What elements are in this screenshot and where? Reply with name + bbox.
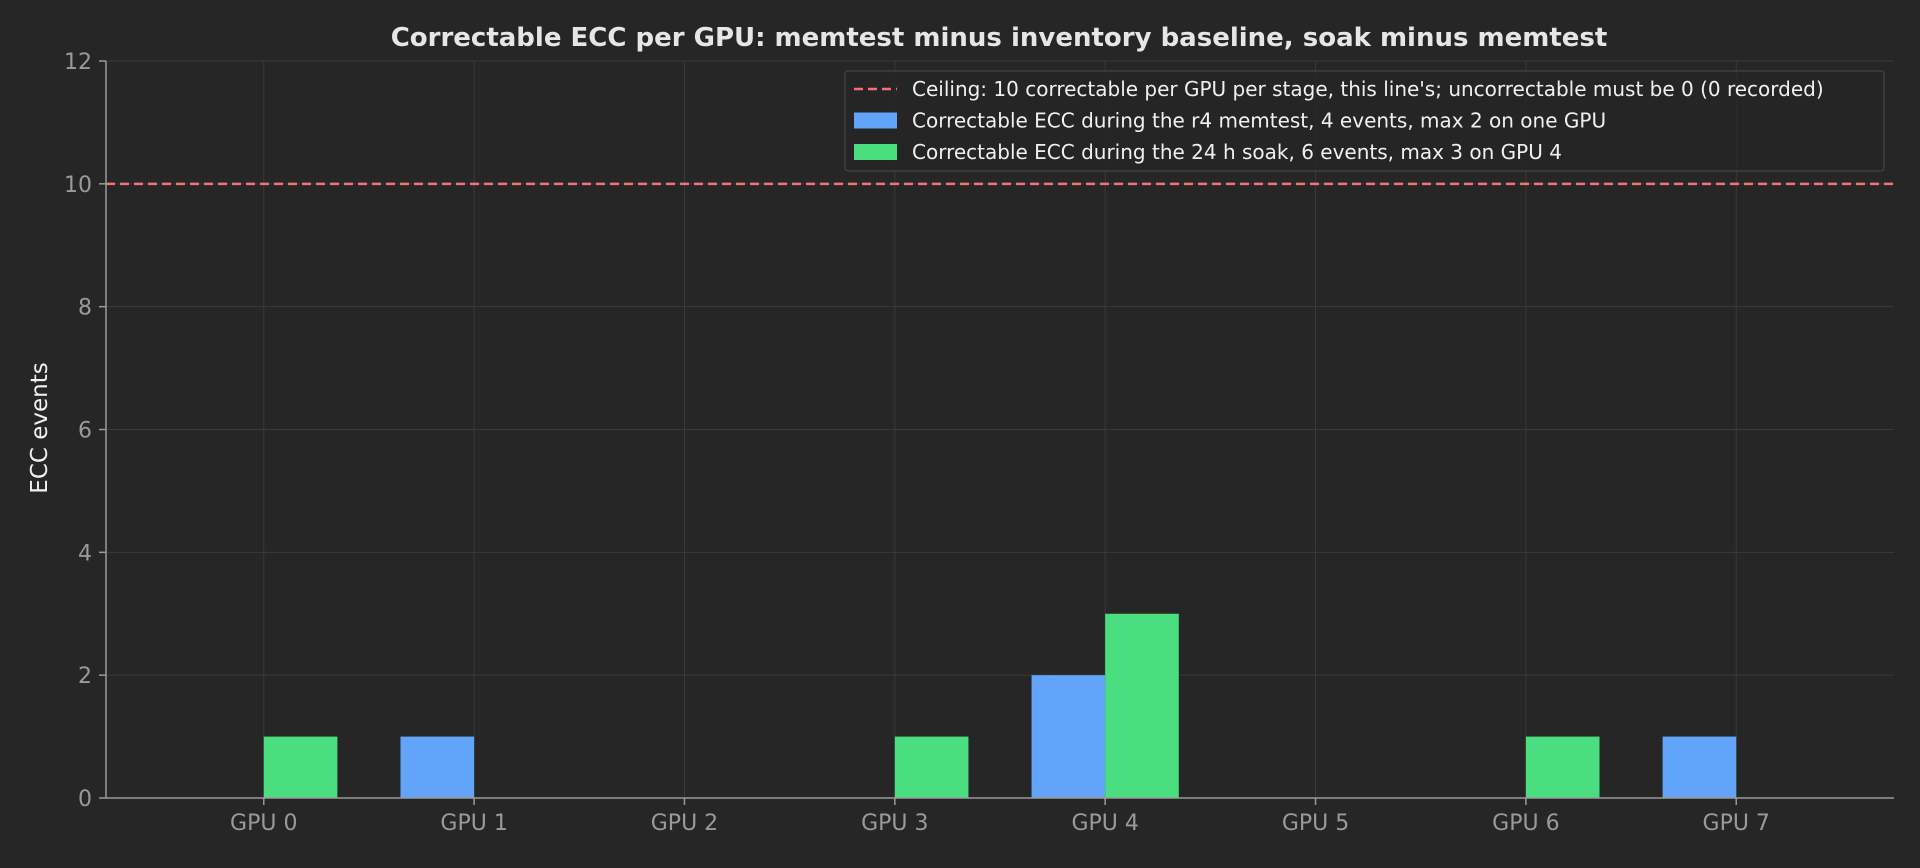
x-tick-label: GPU 3 bbox=[861, 811, 928, 836]
grid-lines bbox=[106, 60, 1894, 799]
x-tick-label: GPU 6 bbox=[1492, 811, 1559, 836]
bar-memtest-gpu-7 bbox=[1662, 736, 1737, 798]
x-tick-label: GPU 2 bbox=[651, 811, 718, 836]
y-tick-label: 8 bbox=[78, 296, 92, 321]
x-tick-label: GPU 4 bbox=[1071, 811, 1138, 836]
x-tick-label: GPU 7 bbox=[1703, 811, 1770, 836]
bar-soak-gpu-3 bbox=[894, 736, 969, 798]
y-tick-label: 10 bbox=[64, 173, 92, 198]
y-tick-label: 0 bbox=[78, 787, 92, 812]
x-tick-label: GPU 1 bbox=[440, 811, 507, 836]
y-axis-label: ECC events bbox=[27, 362, 53, 493]
legend-swatch bbox=[854, 112, 897, 129]
y-tick-label: 12 bbox=[64, 50, 92, 75]
bar-soak-gpu-0 bbox=[263, 736, 338, 798]
bar-soak-gpu-6 bbox=[1525, 736, 1600, 798]
legend: Ceiling: 10 correctable per GPU per stag… bbox=[844, 70, 1885, 172]
legend-entry-memtest: Correctable ECC during the r4 memtest, 4… bbox=[854, 109, 1606, 133]
x-tick-label: GPU 0 bbox=[230, 811, 297, 836]
legend-label: Correctable ECC during the 24 h soak, 6 … bbox=[912, 140, 1562, 164]
legend-label: Correctable ECC during the r4 memtest, 4… bbox=[912, 109, 1606, 133]
legend-entry-ceiling: Ceiling: 10 correctable per GPU per stag… bbox=[854, 77, 1824, 101]
bar-memtest-gpu-4 bbox=[1031, 675, 1106, 798]
legend-swatch bbox=[854, 144, 897, 160]
legend-box bbox=[844, 70, 1885, 172]
y-tick-label: 2 bbox=[78, 664, 92, 689]
legend-label: Ceiling: 10 correctable per GPU per stag… bbox=[912, 77, 1824, 101]
x-tick-label: GPU 5 bbox=[1282, 811, 1349, 836]
chart-title: Correctable ECC per GPU: memtest minus i… bbox=[391, 23, 1608, 53]
bar-memtest-gpu-1 bbox=[400, 736, 475, 798]
bars bbox=[263, 613, 1737, 798]
y-tick-label: 6 bbox=[78, 419, 92, 444]
bar-soak-gpu-4 bbox=[1105, 613, 1179, 798]
legend-entry-soak: Correctable ECC during the 24 h soak, 6 … bbox=[854, 140, 1562, 164]
axes: 0 2 4 6 8 10 12 GPU 0 GPU 1 GPU 2 GPU 3 GPU 4 GPU 5 G… bbox=[64, 50, 1894, 836]
y-tick-label: 4 bbox=[78, 541, 92, 566]
